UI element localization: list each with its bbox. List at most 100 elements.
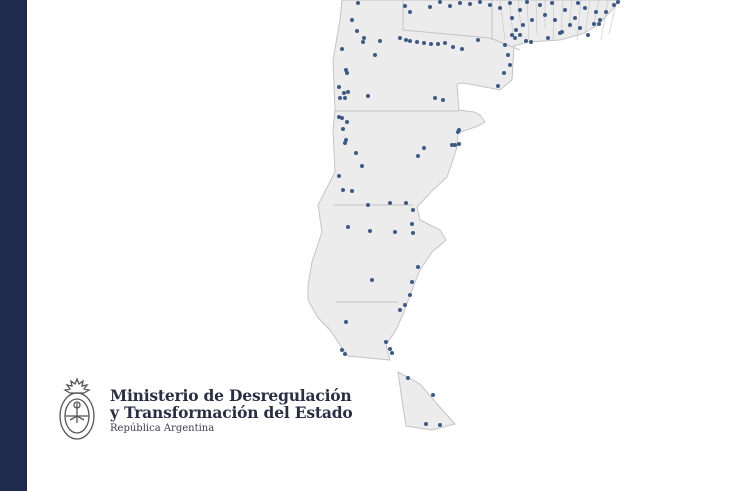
location-dot (354, 151, 358, 155)
location-dot (355, 29, 359, 33)
location-dot (340, 116, 344, 120)
district-border (600, 0, 609, 41)
location-dot (550, 1, 554, 5)
location-dot (441, 98, 445, 102)
location-dot (428, 5, 432, 9)
location-dot (403, 303, 407, 307)
district-border (584, 0, 591, 35)
location-dot (496, 84, 500, 88)
mainland-shape (307, 0, 621, 361)
location-dot (342, 91, 346, 95)
location-dot (398, 308, 402, 312)
location-dot (510, 33, 514, 37)
location-dot (457, 128, 461, 132)
location-dot (393, 230, 397, 234)
district-border (526, 0, 530, 41)
location-dot (341, 188, 345, 192)
location-dot (576, 1, 580, 5)
location-dot (370, 278, 374, 282)
location-dot (431, 393, 435, 397)
location-dot (583, 6, 587, 10)
location-dot (524, 39, 528, 43)
location-dot (343, 96, 347, 100)
location-dot (616, 0, 620, 4)
location-dot (586, 33, 590, 37)
location-dot (451, 45, 455, 49)
location-dot (410, 222, 414, 226)
location-dot (416, 265, 420, 269)
location-dot (345, 120, 349, 124)
location-dot (563, 8, 567, 12)
location-dot (408, 10, 412, 14)
location-dot (403, 4, 407, 8)
location-dot (345, 71, 349, 75)
location-dot (594, 10, 598, 14)
location-dot (448, 4, 452, 8)
location-dot (343, 352, 347, 356)
location-dot (378, 39, 382, 43)
location-dot (553, 18, 557, 22)
location-dot (506, 53, 510, 57)
location-dot (346, 225, 350, 229)
location-dot (411, 231, 415, 235)
country-name: República Argentina (110, 422, 215, 434)
location-dot (398, 36, 402, 40)
location-dot (366, 203, 370, 207)
location-dot (362, 36, 366, 40)
location-dot (361, 40, 365, 44)
location-dot (543, 13, 547, 17)
location-dot (598, 18, 602, 22)
province-border (402, 29, 491, 39)
location-dot (404, 38, 408, 42)
location-dot (592, 22, 596, 26)
sidebar-stripe (0, 0, 27, 491)
district-border (560, 0, 564, 35)
location-dot (460, 47, 464, 51)
location-dot (450, 143, 454, 147)
location-dot (346, 90, 350, 94)
location-dot (578, 26, 582, 30)
location-dot (443, 41, 447, 45)
location-dot (360, 164, 364, 168)
location-dot (514, 28, 518, 32)
location-dot (476, 38, 480, 42)
location-dot (529, 40, 533, 44)
location-dot (513, 36, 517, 40)
location-dot (530, 18, 534, 22)
location-dot (390, 351, 394, 355)
location-dot (453, 143, 457, 147)
location-dot (416, 154, 420, 158)
location-dot (503, 43, 507, 47)
location-dot (368, 229, 372, 233)
location-dot (388, 347, 392, 351)
location-dot (343, 141, 347, 145)
location-dot (340, 47, 344, 51)
location-dot (538, 3, 542, 7)
location-dot (573, 16, 577, 20)
location-dot (521, 23, 525, 27)
location-dot (337, 85, 341, 89)
ministry-name-line2: y Transformación del Estado (110, 402, 353, 422)
location-dot (488, 3, 492, 7)
district-border (517, 0, 522, 29)
location-dot (415, 40, 419, 44)
location-dot (498, 6, 502, 10)
location-dot (612, 3, 616, 7)
location-dot (350, 18, 354, 22)
tierra-del-fuego-shape (397, 371, 456, 431)
location-dot (373, 53, 377, 57)
location-dot (411, 208, 415, 212)
location-dot (338, 96, 342, 100)
location-dot (518, 33, 522, 37)
location-dot (350, 189, 354, 193)
location-dot (457, 142, 461, 146)
location-dot (546, 36, 550, 40)
location-dot (525, 0, 529, 4)
location-dot (438, 423, 442, 427)
ministry-name-line1: Ministerio de Desregulación (110, 385, 352, 405)
location-dot (518, 8, 522, 12)
location-dot (429, 42, 433, 46)
location-dot (366, 94, 370, 98)
location-dot (568, 23, 572, 27)
